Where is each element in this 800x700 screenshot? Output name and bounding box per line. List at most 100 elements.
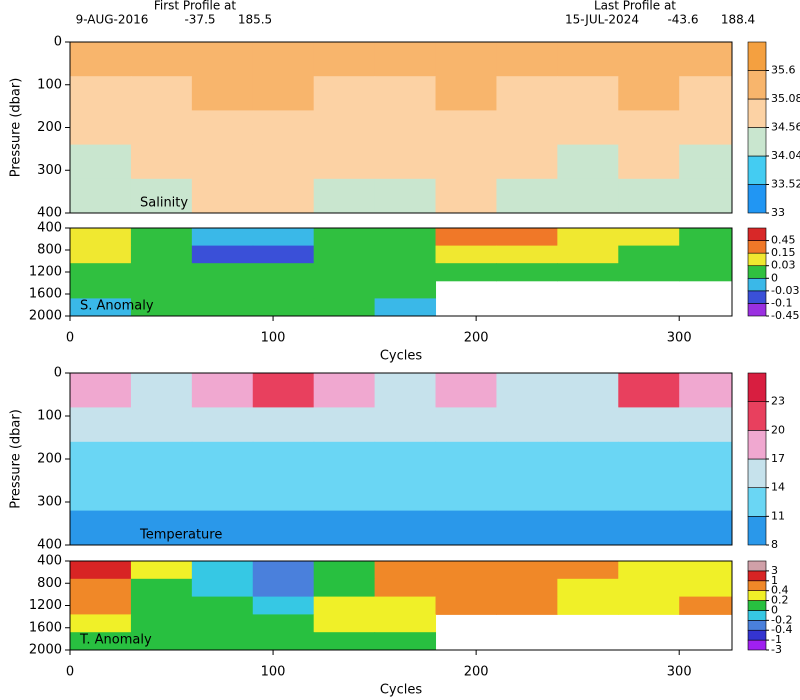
cell	[130, 510, 193, 545]
cell	[374, 76, 437, 111]
colorbar-label: 35.6	[771, 64, 796, 77]
cell	[618, 76, 680, 111]
last-lon: 188.4	[721, 13, 755, 27]
cell	[374, 407, 437, 443]
cell	[252, 632, 315, 650]
y-tick-label: 1600	[29, 620, 62, 635]
colorbar-label: -0.4	[771, 623, 792, 636]
cell	[435, 578, 497, 598]
cell	[70, 614, 132, 633]
cell	[191, 578, 254, 598]
cell	[252, 476, 315, 512]
cell	[313, 298, 376, 316]
cell	[374, 441, 437, 477]
colorbar-label: 0.4	[771, 584, 789, 597]
cell	[618, 510, 680, 545]
cell	[252, 441, 315, 477]
cell	[496, 144, 558, 180]
colorbar-label: 23	[771, 395, 785, 408]
cell	[252, 76, 315, 111]
cell	[313, 510, 376, 545]
cell	[191, 373, 254, 408]
colorbar-label: 0	[771, 603, 778, 616]
cell	[435, 110, 497, 146]
cell	[130, 228, 193, 247]
colorbar-label: 33.52	[771, 178, 800, 191]
cell	[374, 614, 437, 633]
cell	[130, 280, 193, 299]
colorbar-band	[747, 590, 767, 601]
cell	[130, 263, 193, 282]
x-tick-label: 0	[66, 665, 74, 680]
cell	[313, 441, 376, 477]
colorbar-band	[747, 41, 767, 71]
colorbar-label: -0.2	[771, 613, 792, 626]
x-tick-label: 200	[464, 331, 489, 346]
y-tick-label: 300	[37, 495, 62, 510]
cell	[679, 245, 732, 264]
colorbar-label: 14	[771, 481, 785, 494]
cell	[496, 42, 558, 77]
colorbar-label: 33	[771, 206, 785, 219]
cell	[313, 280, 376, 299]
cell	[374, 578, 437, 598]
cell	[679, 510, 732, 545]
colorbar-label: 34.04	[771, 149, 800, 162]
cell	[70, 144, 132, 180]
colorbar-band	[747, 303, 767, 317]
panel-label: Temperature	[139, 528, 222, 543]
cell	[313, 263, 376, 282]
cell	[496, 228, 558, 247]
cell	[130, 596, 193, 615]
cell	[191, 280, 254, 299]
cell	[313, 144, 376, 180]
cell	[374, 373, 437, 408]
cell	[435, 144, 497, 180]
cell	[313, 373, 376, 408]
cell	[557, 441, 619, 477]
cell	[70, 263, 132, 282]
cell	[130, 110, 193, 146]
cell	[618, 476, 680, 512]
cell	[313, 632, 376, 650]
first-lon: 185.5	[238, 13, 272, 27]
cell	[618, 596, 680, 615]
colorbar-band	[747, 458, 767, 488]
colorbar-band	[747, 620, 767, 631]
cell	[70, 280, 132, 299]
cell	[70, 110, 132, 146]
cell	[70, 476, 132, 512]
cell	[191, 561, 254, 580]
x-axis-label: Cycles	[380, 683, 423, 698]
x-tick-label: 300	[667, 665, 692, 680]
cell	[130, 373, 193, 408]
cell	[435, 178, 497, 213]
cell	[435, 596, 497, 615]
cell	[313, 561, 376, 580]
cell	[252, 228, 315, 247]
colorbar-label: 3	[771, 564, 778, 577]
cell	[679, 144, 732, 180]
last-lat: -43.6	[667, 13, 698, 27]
colorbar-band	[747, 184, 767, 214]
x-tick-label: 300	[667, 331, 692, 346]
cell	[496, 263, 558, 282]
cell	[252, 110, 315, 146]
colorbar-band	[747, 401, 767, 431]
cell	[70, 298, 132, 316]
cell	[313, 228, 376, 247]
y-tick-label: 400	[37, 538, 62, 553]
cell	[618, 561, 680, 580]
colorbar-band	[747, 155, 767, 185]
cell	[435, 510, 497, 545]
y-tick-label: 100	[37, 409, 62, 424]
cell	[679, 76, 732, 111]
cell	[130, 42, 193, 77]
cell	[130, 614, 193, 633]
panel-label: Salinity	[140, 196, 188, 211]
y-tick-label: 400	[37, 206, 62, 221]
y-tick-label: 400	[37, 554, 62, 569]
plot-area	[70, 42, 732, 213]
cell	[618, 228, 680, 247]
